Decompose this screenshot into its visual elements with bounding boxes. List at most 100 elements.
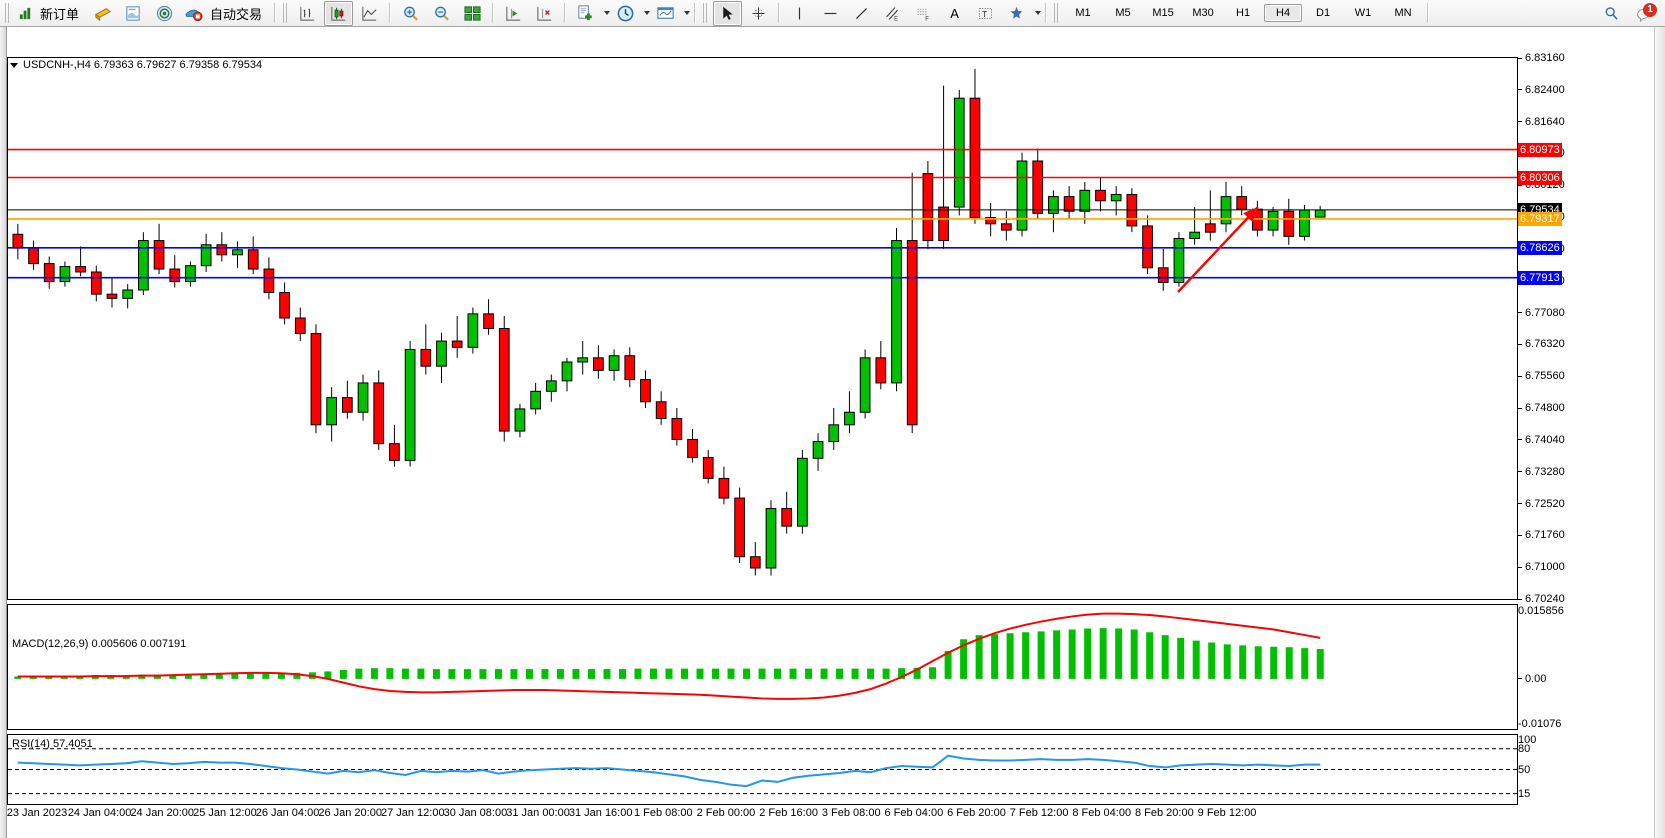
cursor-arrow-icon bbox=[723, 6, 733, 20]
data-window-button[interactable] bbox=[119, 1, 148, 26]
candle bbox=[985, 217, 997, 225]
cursor-button[interactable] bbox=[713, 0, 743, 26]
toolbar-grip[interactable] bbox=[5, 3, 11, 23]
market-watch-button[interactable] bbox=[150, 1, 179, 26]
toolbar-grip-2[interactable] bbox=[283, 3, 290, 23]
timeframe-m1[interactable]: M1 bbox=[1075, 7, 1091, 19]
candle bbox=[718, 477, 730, 499]
fibonacci-button[interactable]: F bbox=[909, 1, 938, 26]
toolbar-separator-2 bbox=[389, 3, 392, 23]
fibonacci-icon: F bbox=[917, 8, 929, 22]
time-axis: 23 Jan 2023 24 Jan 04:00 24 Jan 20:00 25 Ja… bbox=[7, 807, 1518, 823]
objects-dropdown-caret[interactable] bbox=[1035, 11, 1042, 15]
price-tick: 6.74040 bbox=[1518, 434, 1565, 446]
text-button[interactable]: A bbox=[940, 1, 969, 26]
candle bbox=[1032, 160, 1044, 214]
period-dropdown-caret[interactable] bbox=[644, 11, 651, 15]
price-pane[interactable] bbox=[7, 57, 1518, 600]
line-chart-button[interactable] bbox=[355, 1, 384, 26]
objects-list-button[interactable] bbox=[1002, 1, 1031, 26]
price-level-label[interactable]: 6.80973 bbox=[1518, 142, 1562, 157]
candle bbox=[545, 380, 557, 392]
price-level-label[interactable]: 6.80306 bbox=[1518, 170, 1562, 185]
right-gutter bbox=[1654, 27, 1665, 838]
timeframe-m5[interactable]: M5 bbox=[1115, 7, 1131, 19]
notifications-button[interactable]: 1 bbox=[1628, 1, 1660, 26]
autotrading-button[interactable]: 自动交易 bbox=[181, 1, 269, 26]
zoom-in-button[interactable] bbox=[396, 1, 425, 26]
templates-dropdown-caret[interactable] bbox=[684, 11, 691, 15]
timeframe-w1[interactable]: W1 bbox=[1354, 7, 1372, 19]
candle bbox=[1267, 210, 1279, 231]
gold-bar-button[interactable] bbox=[88, 1, 117, 26]
text-label-button[interactable]: T bbox=[971, 1, 1000, 26]
candle bbox=[373, 382, 385, 445]
price-tick: 6.71000 bbox=[1518, 561, 1565, 573]
candlestick-chart-button[interactable] bbox=[324, 0, 354, 26]
candle bbox=[420, 348, 432, 367]
new-chart-button[interactable] bbox=[571, 1, 600, 26]
candle bbox=[640, 379, 651, 403]
candle bbox=[138, 240, 149, 291]
search-button[interactable] bbox=[1597, 1, 1626, 26]
gold-bars-icon bbox=[94, 7, 111, 21]
time-tick: 3 Feb 08:00 bbox=[821, 807, 881, 819]
notification-badge: 1 bbox=[1643, 3, 1657, 17]
candle bbox=[1095, 189, 1106, 202]
time-tick: 1 Feb 08:00 bbox=[633, 807, 693, 819]
candle bbox=[1016, 160, 1028, 231]
period-button[interactable] bbox=[611, 1, 640, 26]
time-tick: 24 Jan 04:00 bbox=[67, 807, 132, 819]
equidistant-channel-button[interactable]: E bbox=[878, 1, 907, 26]
candle bbox=[765, 508, 777, 569]
timeframe-h4[interactable]: H4 bbox=[1264, 4, 1303, 22]
auto-scroll-button[interactable] bbox=[530, 1, 559, 26]
price-level-label[interactable]: 6.78626 bbox=[1518, 240, 1562, 255]
toolbar-grip-3[interactable] bbox=[703, 3, 710, 23]
toolbar-grip-4[interactable] bbox=[1054, 3, 1061, 23]
main-toolbar: 新订单 自动交易 bbox=[0, 0, 1665, 27]
candle bbox=[404, 348, 416, 461]
bar-chart-button[interactable] bbox=[293, 1, 322, 26]
timeframe-d1[interactable]: D1 bbox=[1316, 7, 1331, 19]
timeframe-mn[interactable]: MN bbox=[1394, 7, 1412, 19]
time-tick: 9 Feb 12:00 bbox=[1197, 807, 1257, 819]
templates-button[interactable] bbox=[651, 1, 680, 26]
left-scroll-strip[interactable] bbox=[0, 27, 7, 838]
candle bbox=[1157, 267, 1169, 283]
tile-windows-button[interactable] bbox=[458, 1, 487, 26]
vertical-line-icon bbox=[798, 7, 801, 19]
time-tick: 8 Feb 20:00 bbox=[1135, 807, 1194, 819]
chart-shift-button[interactable] bbox=[499, 1, 528, 26]
rsi-pane[interactable] bbox=[7, 734, 1518, 805]
candle bbox=[1314, 209, 1326, 218]
shapes-icon bbox=[1010, 6, 1023, 19]
rsi-chart-svg bbox=[8, 748, 1517, 795]
macd-pane[interactable] bbox=[7, 604, 1518, 730]
new-order-button[interactable]: 新订单 bbox=[15, 1, 86, 26]
channel-icon: E bbox=[886, 6, 898, 22]
time-tick: 2 Feb 16:00 bbox=[759, 807, 818, 819]
timeframe-h1[interactable]: H1 bbox=[1236, 7, 1251, 19]
price-level-label[interactable]: 6.77913 bbox=[1518, 270, 1562, 285]
new-chart-dropdown-caret[interactable] bbox=[604, 11, 611, 15]
candle bbox=[624, 355, 636, 381]
chart-menu-triangle-icon[interactable] bbox=[10, 62, 18, 68]
timeframe-m15[interactable]: M15 bbox=[1152, 7, 1174, 19]
price-scale[interactable]: 6.831606.824006.816406.808806.801206.793… bbox=[1518, 52, 1598, 605]
crosshair-button[interactable] bbox=[744, 1, 773, 26]
zoom-out-icon bbox=[435, 6, 449, 21]
candle bbox=[812, 441, 824, 459]
horizontal-line-button[interactable] bbox=[816, 1, 845, 26]
symbol-info-bar: USDCNH-,H4 6.79363 6.79627 6.79358 6.795… bbox=[7, 58, 262, 72]
timeframe-m30[interactable]: M30 bbox=[1192, 7, 1214, 19]
zoom-out-button[interactable] bbox=[427, 1, 456, 26]
trendline-button[interactable] bbox=[847, 1, 876, 26]
price-level-label[interactable]: 6.79317 bbox=[1518, 211, 1562, 226]
candle bbox=[1048, 196, 1059, 214]
candle bbox=[1142, 225, 1153, 269]
candle bbox=[216, 244, 228, 256]
candle bbox=[875, 357, 887, 384]
candle bbox=[389, 443, 400, 461]
vertical-line-button[interactable] bbox=[785, 1, 814, 26]
